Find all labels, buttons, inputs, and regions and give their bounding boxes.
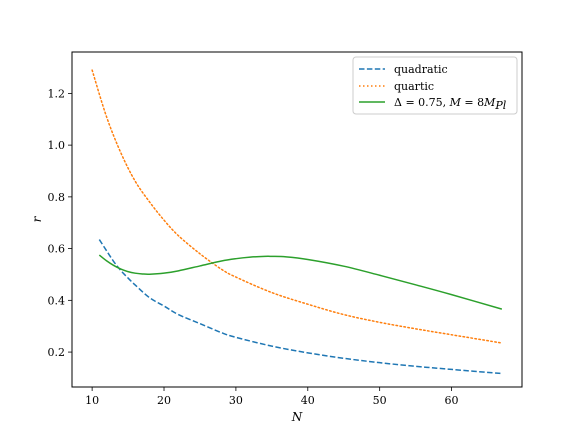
y-tick-label: 0.6 bbox=[48, 243, 66, 256]
m-value: = 8 bbox=[461, 96, 484, 109]
x-tick-label: 60 bbox=[445, 394, 459, 407]
y-tick-label: 0.4 bbox=[48, 294, 66, 307]
legend-box bbox=[352, 56, 518, 115]
series-line-delta bbox=[98, 254, 503, 310]
x-tick-label: 20 bbox=[157, 394, 171, 407]
y-axis: 0.2 0.4 0.6 0.8 1.0 1.2 bbox=[48, 87, 72, 359]
x-axis-label: N bbox=[291, 410, 303, 424]
x-tick-label: 10 bbox=[85, 394, 99, 407]
y-tick-label: 1.0 bbox=[48, 139, 66, 152]
y-tick-label: 0.2 bbox=[48, 346, 66, 359]
y-axis-label: r bbox=[30, 215, 44, 222]
legend-label-delta: Δ = 0.75, M = 8MPl bbox=[394, 96, 507, 112]
x-tick-label: 40 bbox=[301, 394, 315, 407]
x-tick-label: 30 bbox=[229, 394, 243, 407]
legend-label-quartic: quartic bbox=[394, 80, 434, 93]
delta-symbol: Δ bbox=[394, 96, 402, 109]
series-line-quadratic bbox=[98, 239, 502, 375]
plot-frame bbox=[71, 51, 523, 388]
legend-label-quadratic: quadratic bbox=[394, 63, 448, 76]
delta-value: = 0.75, bbox=[402, 96, 450, 109]
legend: quadratic quartic Δ = 0.75, M = 8MPl bbox=[352, 56, 518, 115]
series-line-quartic bbox=[91, 69, 503, 344]
mpl-subscript: Pl bbox=[494, 99, 506, 112]
y-tick-label: 0.8 bbox=[48, 191, 66, 204]
y-tick-label: 1.2 bbox=[48, 87, 66, 100]
mpl-symbol: M bbox=[483, 96, 496, 109]
m-symbol: M bbox=[449, 96, 462, 109]
x-tick-label: 50 bbox=[373, 394, 387, 407]
series-layer bbox=[91, 69, 503, 375]
x-axis: 10 20 30 40 50 60 bbox=[85, 387, 459, 407]
